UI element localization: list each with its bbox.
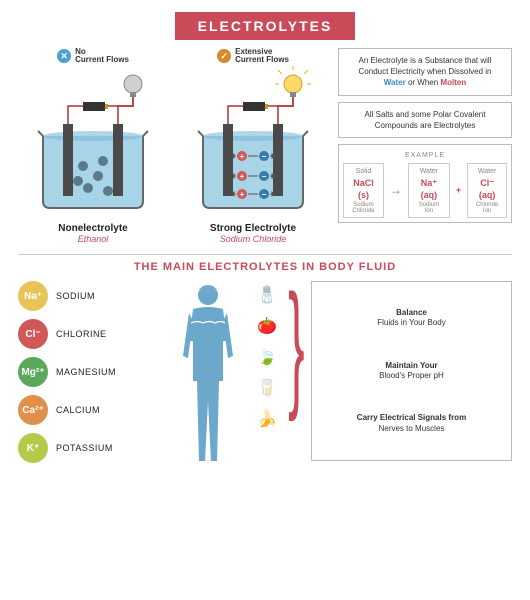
check-icon: ✓: [217, 49, 231, 63]
cell-diagram-right: + + + − − −: [178, 66, 328, 216]
example-label: EXAMPLE: [343, 151, 507, 161]
current-flows-badge: ✓ Extensive Current Flows: [178, 48, 328, 64]
cell-diagram-left: [18, 66, 168, 216]
function-item: Maintain Your Blood's Proper pH: [320, 361, 503, 382]
cell-name-right: Strong Electrolyte: [178, 223, 328, 234]
svg-text:−: −: [262, 152, 267, 161]
ion-symbol: Na⁺: [18, 281, 48, 311]
cell-example-right: Sodium Chloride: [178, 234, 328, 244]
food-icon: 🍌: [257, 409, 277, 429]
svg-text:+: +: [240, 190, 245, 199]
nonelectrolyte-cell: ✕ No Current Flows Nonelectrolyte: [18, 48, 168, 244]
svg-text:+: +: [240, 172, 245, 181]
ion-list: Na⁺ SODIUM Cl⁻ CHLORINE Mg²⁺ MAGNESIUM Ca²⁺ CAL…: [18, 281, 163, 463]
top-section: ✕ No Current Flows Nonelectrolyte: [18, 48, 512, 244]
ion-symbol: Cl⁻: [18, 319, 48, 349]
badge-text-right: Extensive Current Flows: [235, 48, 289, 64]
brace: }: [287, 281, 305, 407]
eq-product-1: Water Na⁺ (aq) Sodium Ion: [408, 163, 450, 218]
function-item: Balance Fluids in Your Body: [320, 308, 503, 329]
food-icon: 🧂: [257, 285, 277, 305]
ion-symbol: Ca²⁺: [18, 395, 48, 425]
food-icons: 🧂 🍅 🍃 🥛 🍌: [253, 281, 281, 429]
ion-row: K⁺ POTASSIUM: [18, 433, 163, 463]
svg-text:−: −: [262, 172, 267, 181]
svg-text:−: −: [262, 190, 267, 199]
bottom-section: Na⁺ SODIUM Cl⁻ CHLORINE Mg²⁺ MAGNESIUM Ca²⁺ CAL…: [18, 281, 512, 471]
ion-row: Cl⁻ CHLORINE: [18, 319, 163, 349]
ion-name: POTASSIUM: [56, 443, 113, 453]
arrow-icon: →: [390, 182, 402, 199]
body-silhouette: [169, 281, 247, 471]
ion-row: Na⁺ SODIUM: [18, 281, 163, 311]
ion-name: MAGNESIUM: [56, 367, 116, 377]
x-icon: ✕: [57, 49, 71, 63]
food-icon: 🥛: [257, 378, 277, 398]
cell-example-left: Ethanol: [18, 234, 168, 244]
example-box: EXAMPLE Solid NaCl (s) Sodium Chloride →…: [338, 144, 512, 223]
ion-name: SODIUM: [56, 291, 95, 301]
info-column: An Electrolyte is a Substance that will …: [338, 48, 512, 244]
eq-product-2: Water Cl⁻ (aq) Chloride Ion: [467, 163, 507, 218]
cell-name-left: Nonelectrolyte: [18, 223, 168, 234]
ion-symbol: K⁺: [18, 433, 48, 463]
section-2-title: THE MAIN ELECTROLYTES IN BODY FLUID: [18, 261, 512, 273]
no-current-badge: ✕ No Current Flows: [18, 48, 168, 64]
ion-name: CHLORINE: [56, 329, 107, 339]
electrolyte-cell: ✓ Extensive Current Flows + +: [178, 48, 328, 244]
badge-text-left: No Current Flows: [75, 48, 129, 64]
ion-row: Mg²⁺ MAGNESIUM: [18, 357, 163, 387]
salts-box: All Salts and some Polar Covalent Compou…: [338, 102, 512, 138]
food-icon: 🍅: [257, 316, 277, 336]
eq-reactant: Solid NaCl (s) Sodium Chloride: [343, 163, 384, 218]
plus-icon: +: [456, 184, 461, 197]
ion-symbol: Mg²⁺: [18, 357, 48, 387]
ion-name: CALCIUM: [56, 405, 100, 415]
equation: Solid NaCl (s) Sodium Chloride → Water N…: [343, 163, 507, 218]
divider: [18, 254, 512, 255]
main-title: ELECTROLYTES: [175, 12, 355, 40]
function-item: Carry Electrical Signals from Nerves to …: [320, 413, 503, 434]
definition-box: An Electrolyte is a Substance that will …: [338, 48, 512, 96]
functions-box: Balance Fluids in Your Body Maintain Your…: [311, 281, 512, 461]
ion-row: Ca²⁺ CALCIUM: [18, 395, 163, 425]
svg-text:+: +: [240, 152, 245, 161]
food-icon: 🍃: [257, 347, 277, 367]
